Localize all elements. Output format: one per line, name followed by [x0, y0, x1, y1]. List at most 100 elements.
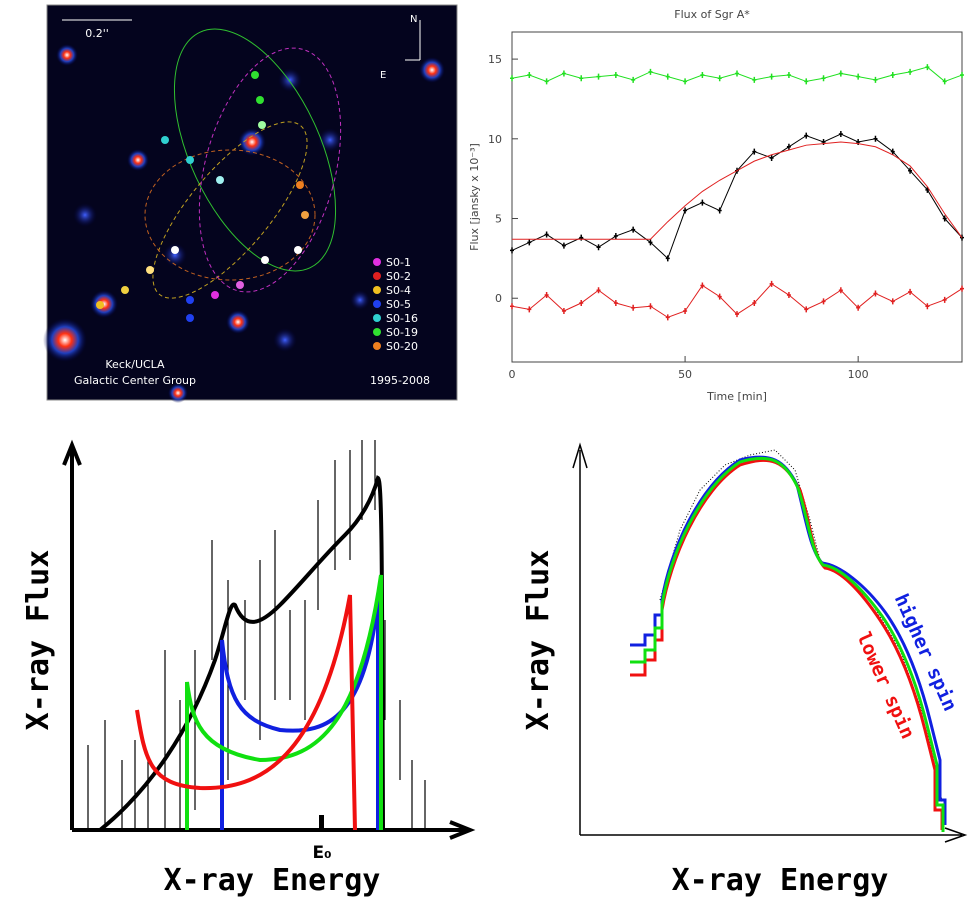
- point: [510, 75, 514, 82]
- point: [838, 131, 843, 138]
- y-axis-label: Flux [jansky x 10⁻³]: [468, 143, 481, 251]
- point: [631, 304, 636, 311]
- star-map: 0.2'' N E Keck/UCLA Galactic Center Grou…: [43, 4, 458, 403]
- right-diagram: higher spin lower spin X-ray Flux X-ray …: [521, 442, 968, 897]
- y-tick-label: 5: [495, 213, 502, 226]
- reference-curve: [630, 456, 945, 832]
- legend-swatch: [373, 300, 381, 308]
- point: [735, 311, 739, 318]
- legend-swatch: [373, 342, 381, 350]
- point: [579, 75, 584, 82]
- compass: [405, 20, 421, 61]
- point: [735, 70, 739, 77]
- axes: [572, 442, 968, 843]
- y-tick-label: 0: [495, 292, 502, 305]
- point: [648, 68, 653, 75]
- credit: Galactic Center Group: [74, 374, 196, 387]
- legend-label: S0-5: [386, 298, 411, 311]
- y-tick-label: 10: [488, 133, 502, 146]
- point: [648, 239, 653, 246]
- point: [596, 244, 601, 251]
- x-axis-label: Time [min]: [706, 390, 767, 403]
- point: [908, 167, 913, 174]
- point: [925, 186, 930, 193]
- point: [960, 285, 964, 292]
- blue-curve: [220, 599, 380, 830]
- legend-label: S0-4: [386, 284, 411, 297]
- point: [700, 72, 705, 79]
- legend-label: S0-2: [386, 270, 411, 283]
- point: [786, 292, 791, 299]
- point: [838, 70, 843, 77]
- point: [527, 306, 532, 313]
- point: [960, 72, 964, 79]
- point: [942, 78, 947, 85]
- orbits: [144, 28, 342, 299]
- point: [769, 280, 774, 287]
- data-points: [87, 440, 426, 830]
- point: [942, 215, 947, 222]
- y-tick-label: 15: [488, 53, 502, 66]
- map-bg: [46, 4, 458, 401]
- legend-swatch: [373, 328, 381, 336]
- point: [804, 306, 809, 313]
- x-axis-label: X-ray Energy: [672, 863, 889, 897]
- point: [544, 292, 549, 299]
- left-diagram: E₀ X-ray Flux X-ray Energy: [21, 439, 476, 897]
- legend-label: S0-16: [386, 312, 418, 325]
- years: 1995-2008: [370, 374, 430, 387]
- lower-spin-label: lower spin: [852, 629, 919, 742]
- axes: [62, 439, 476, 840]
- marker-label: E₀: [312, 843, 331, 863]
- point: [561, 307, 566, 314]
- point: [631, 226, 636, 233]
- point: [683, 207, 688, 214]
- point: [683, 78, 688, 85]
- point: [527, 239, 532, 246]
- point: [613, 72, 618, 79]
- point: [890, 298, 895, 305]
- point: [561, 70, 566, 77]
- point: [544, 78, 549, 85]
- point: [596, 287, 601, 294]
- point: [873, 76, 878, 83]
- point: [769, 154, 774, 161]
- point: [821, 298, 826, 305]
- point: [613, 300, 618, 307]
- point: [838, 287, 843, 294]
- point: [890, 72, 895, 79]
- legend-label: S0-19: [386, 326, 418, 339]
- point: [510, 247, 514, 254]
- point: [752, 76, 757, 83]
- x-axis-label: X-ray Energy: [164, 863, 381, 897]
- point: [925, 64, 930, 71]
- point: [665, 314, 670, 321]
- y-axis-label: X-ray Flux: [21, 550, 56, 731]
- point: [648, 303, 653, 310]
- point: [717, 75, 722, 82]
- line-chart: Flux of Sgr A* Time [min] Flux [jansky x…: [468, 8, 964, 403]
- orbit-points: [96, 71, 309, 322]
- lower-spin-curve: [630, 458, 944, 830]
- fit-line: [512, 141, 963, 240]
- point: [752, 300, 757, 307]
- point: [856, 304, 861, 311]
- red-curve: [135, 594, 357, 831]
- y-axis-label: X-ray Flux: [521, 550, 556, 731]
- legend-swatch: [373, 314, 381, 322]
- legend-swatch: [373, 286, 381, 294]
- legend-swatch: [373, 258, 381, 266]
- point: [631, 76, 636, 83]
- total-curve: [98, 475, 385, 832]
- point: [804, 78, 809, 85]
- point: [890, 148, 895, 155]
- point: [821, 75, 826, 82]
- x-tick-label: 100: [848, 368, 869, 381]
- point: [804, 132, 809, 139]
- x-tick-label: 0: [509, 368, 516, 381]
- point: [908, 68, 913, 75]
- credit: Keck/UCLA: [105, 358, 165, 371]
